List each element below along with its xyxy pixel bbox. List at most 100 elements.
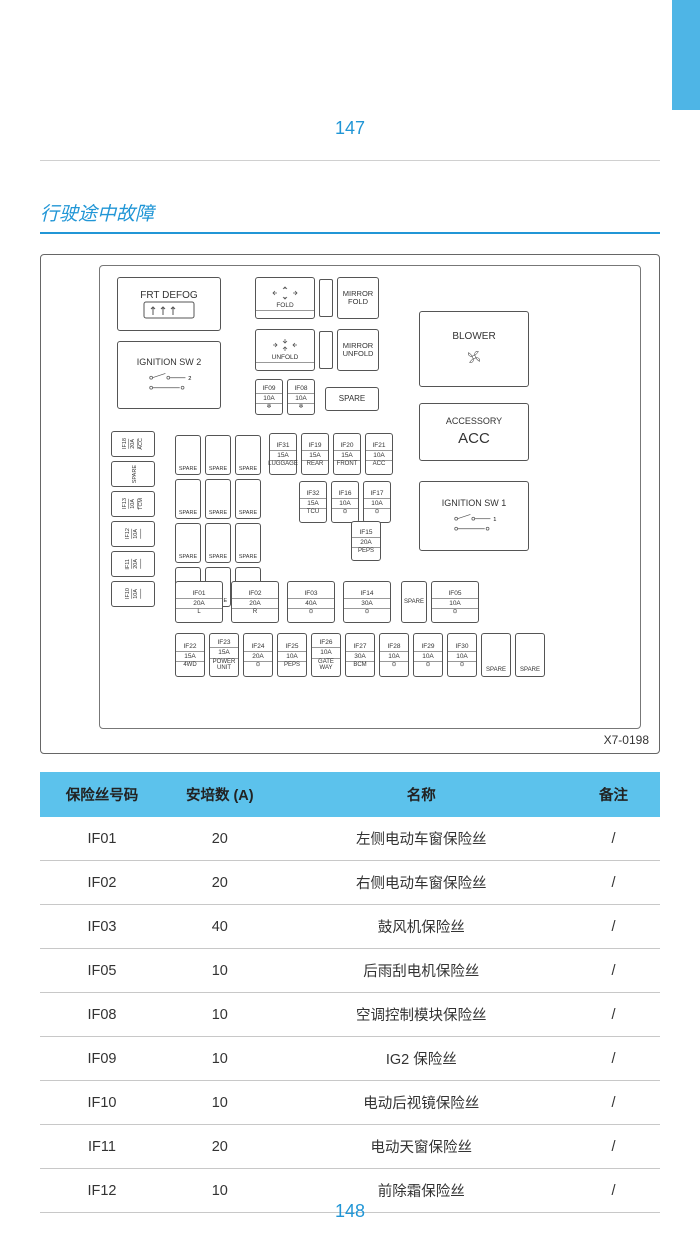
svg-text:2: 2	[188, 376, 191, 382]
table-cell: 10	[164, 1081, 276, 1125]
spare-cell: SPARE	[205, 523, 231, 563]
table-cell: IF08	[40, 993, 164, 1037]
if08: IF0810A❄	[287, 379, 315, 415]
table-row: IF1010电动后视镜保险丝/	[40, 1081, 660, 1125]
blower-box: BLOWER	[419, 311, 529, 387]
table-cell: IF10	[40, 1081, 164, 1125]
fuse-cell: IF2215A4WD	[175, 633, 205, 677]
table-cell: 10	[164, 993, 276, 1037]
table-cell: 后雨刮电机保险丝	[276, 949, 567, 993]
if09: IF0910A❄	[255, 379, 283, 415]
table-cell: 右侧电动车窗保险丝	[276, 861, 567, 905]
table-cell: 电动天窗保险丝	[276, 1125, 567, 1169]
fuse-cell: IF2910A⊙	[413, 633, 443, 677]
section-title: 行驶途中故障	[40, 199, 660, 234]
table-row: IF1120电动天窗保险丝/	[40, 1125, 660, 1169]
page-number-top: 147	[0, 118, 700, 139]
page-content: 行驶途中故障 FRT DEFOG IGNITION SW 2 2 FOLD MI…	[40, 160, 660, 1213]
fuse-cell: IF2110AACC	[365, 433, 393, 475]
table-cell: 10	[164, 1037, 276, 1081]
table-cell: 20	[164, 817, 276, 861]
unfold-box: UNFOLD	[255, 329, 315, 371]
accessory-box: ACCESSORY ACC	[419, 403, 529, 461]
fuse-cell: IF3115ALUGGAGE	[269, 433, 297, 475]
table-cell: /	[567, 1125, 660, 1169]
fuse-cell: IF0340A⊙	[287, 581, 335, 623]
spare-cell: SPARE	[235, 523, 261, 563]
fuse-cell: SPARE	[481, 633, 511, 677]
table-cell: IF05	[40, 949, 164, 993]
left-fuse: SPARE	[111, 461, 155, 487]
table-row: IF0510后雨刮电机保险丝/	[40, 949, 660, 993]
table-cell: /	[567, 993, 660, 1037]
fuse-cell: IF3215ATCU	[299, 481, 327, 523]
side-tab-marker	[672, 0, 700, 110]
mirror-fold-box: MIRROR FOLD	[337, 277, 379, 319]
table-cell: /	[567, 1081, 660, 1125]
fuse-cell: IF2315APOWER UNIT	[209, 633, 239, 677]
svg-text:1: 1	[493, 517, 496, 523]
table-row: IF0810空调控制模块保险丝/	[40, 993, 660, 1037]
fuse-cell: IF2420A⊙	[243, 633, 273, 677]
fuse-cell: IF1610A⊙	[331, 481, 359, 523]
spare-mid: SPARE	[325, 387, 379, 411]
diagram-id: X7-0198	[604, 733, 649, 747]
table-cell: /	[567, 949, 660, 993]
mirror-unfold-box: MIRROR UNFOLD	[337, 329, 379, 371]
spare-cell: SPARE	[235, 479, 261, 519]
th-name: 名称	[276, 772, 567, 817]
table-cell: /	[567, 861, 660, 905]
fuse-cell: IF0120AL	[175, 581, 223, 623]
left-fuse: IF1120A	[111, 551, 155, 577]
left-fuse: IF1820AACC	[111, 431, 155, 457]
spare-cell: SPARE	[205, 435, 231, 475]
table-row: IF0120左侧电动车窗保险丝/	[40, 817, 660, 861]
table-row: IF0340鼓风机保险丝/	[40, 905, 660, 949]
spare-cell: SPARE	[235, 435, 261, 475]
fuse-cell: IF2810A⊙	[379, 633, 409, 677]
table-cell: 20	[164, 1125, 276, 1169]
fuse-cell: IF2015AFRONT	[333, 433, 361, 475]
frt-defog-box: FRT DEFOG	[117, 277, 221, 331]
fuse-cell: IF1430A⊙	[343, 581, 391, 623]
left-fuse: IF1210A	[111, 521, 155, 547]
th-code: 保险丝号码	[40, 772, 164, 817]
table-cell: 40	[164, 905, 276, 949]
table-cell: 空调控制模块保险丝	[276, 993, 567, 1037]
table-row: IF0220右侧电动车窗保险丝/	[40, 861, 660, 905]
table-cell: /	[567, 1037, 660, 1081]
table-cell: IF02	[40, 861, 164, 905]
page-number-bottom: 148	[0, 1201, 700, 1222]
if15: IF1520APEPS	[351, 521, 381, 561]
table-cell: IF01	[40, 817, 164, 861]
fuse-cell: SPARE	[515, 633, 545, 677]
fuse-diagram: FRT DEFOG IGNITION SW 2 2 FOLD MIRROR FO…	[40, 254, 660, 754]
ignition-sw2-box: IGNITION SW 2 2	[117, 341, 221, 409]
left-fuse: IF1310ATCM	[111, 491, 155, 517]
table-row: IF0910IG2 保险丝/	[40, 1037, 660, 1081]
fuse-cell: IF2610AGATE WAY	[311, 633, 341, 677]
fuse-cell: SPARE	[401, 581, 427, 623]
ignition-sw1-box: IGNITION SW 1 1	[419, 481, 529, 551]
table-cell: /	[567, 817, 660, 861]
spare-cell: SPARE	[175, 435, 201, 475]
table-cell: 左侧电动车窗保险丝	[276, 817, 567, 861]
table-cell: IF11	[40, 1125, 164, 1169]
table-header-row: 保险丝号码 安培数 (A) 名称 备注	[40, 772, 660, 817]
table-cell: IG2 保险丝	[276, 1037, 567, 1081]
left-fuse: IF1010A	[111, 581, 155, 607]
fold-box: FOLD	[255, 277, 315, 319]
table-cell: IF09	[40, 1037, 164, 1081]
fuse-cell: IF2730ABCM	[345, 633, 375, 677]
fuse-table: 保险丝号码 安培数 (A) 名称 备注 IF0120左侧电动车窗保险丝/IF02…	[40, 772, 660, 1213]
fuse-cell: IF1710A⊙	[363, 481, 391, 523]
table-cell: 电动后视镜保险丝	[276, 1081, 567, 1125]
fuse-cell: IF1915AREAR	[301, 433, 329, 475]
th-note: 备注	[567, 772, 660, 817]
spare-cell: SPARE	[205, 479, 231, 519]
spare-cell: SPARE	[175, 479, 201, 519]
table-cell: IF03	[40, 905, 164, 949]
fuse-cell: IF0220AR	[231, 581, 279, 623]
fuse-cell: IF0510A⊙	[431, 581, 479, 623]
table-cell: 10	[164, 949, 276, 993]
